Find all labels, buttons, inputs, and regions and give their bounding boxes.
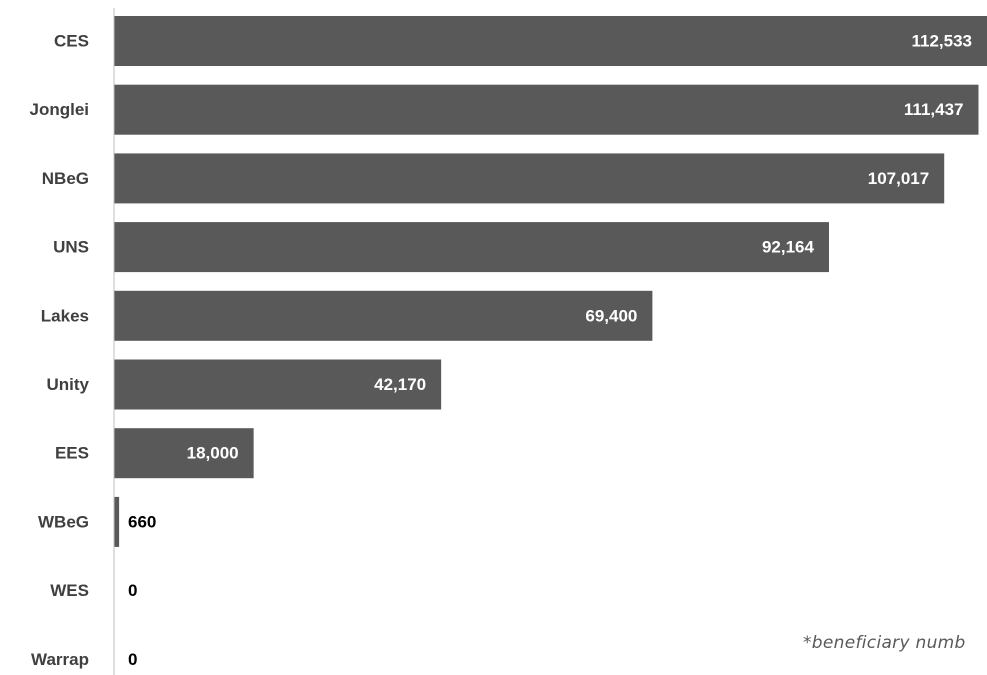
category-label-wbeg: WBeG: [38, 512, 89, 531]
footnote: *beneficiary numb: [803, 633, 966, 653]
category-label-uns: UNS: [53, 238, 89, 257]
category-label-warrap: Warrap: [31, 650, 89, 669]
category-label-jonglei: Jonglei: [29, 100, 89, 119]
bar-nbeg: [114, 153, 945, 204]
bar-lakes: [114, 290, 653, 341]
value-label-jonglei: 111,437: [904, 100, 964, 119]
value-label-unity: 42,170: [374, 375, 426, 394]
bars-group: [114, 16, 987, 547]
bar-uns: [114, 222, 829, 273]
bar-jonglei: [114, 84, 979, 135]
value-label-nbeg: 107,017: [868, 169, 929, 188]
bar-wbeg: [114, 496, 120, 547]
value-label-uns: 92,164: [762, 238, 815, 257]
value-label-wbeg: 660: [128, 512, 156, 531]
category-label-nbeg: NBeG: [42, 169, 89, 188]
value-label-ees: 18,000: [187, 444, 239, 463]
value-label-wes: 0: [128, 581, 137, 600]
category-label-ees: EES: [55, 444, 89, 463]
category-label-unity: Unity: [47, 375, 90, 394]
bar-unity: [114, 359, 442, 410]
value-label-ces: 112,533: [911, 32, 972, 51]
bar-ees: [114, 428, 254, 479]
value-label-warrap: 0: [128, 650, 137, 669]
category-label-lakes: Lakes: [41, 306, 89, 325]
category-label-wes: WES: [50, 581, 89, 600]
bar-ces: [114, 16, 987, 66]
value-label-lakes: 69,400: [585, 306, 637, 325]
category-label-ces: CES: [54, 32, 89, 51]
labels-group: CES 112,533 Jonglei 111,437 NBeG 107,017 UNS 92…: [29, 32, 972, 669]
